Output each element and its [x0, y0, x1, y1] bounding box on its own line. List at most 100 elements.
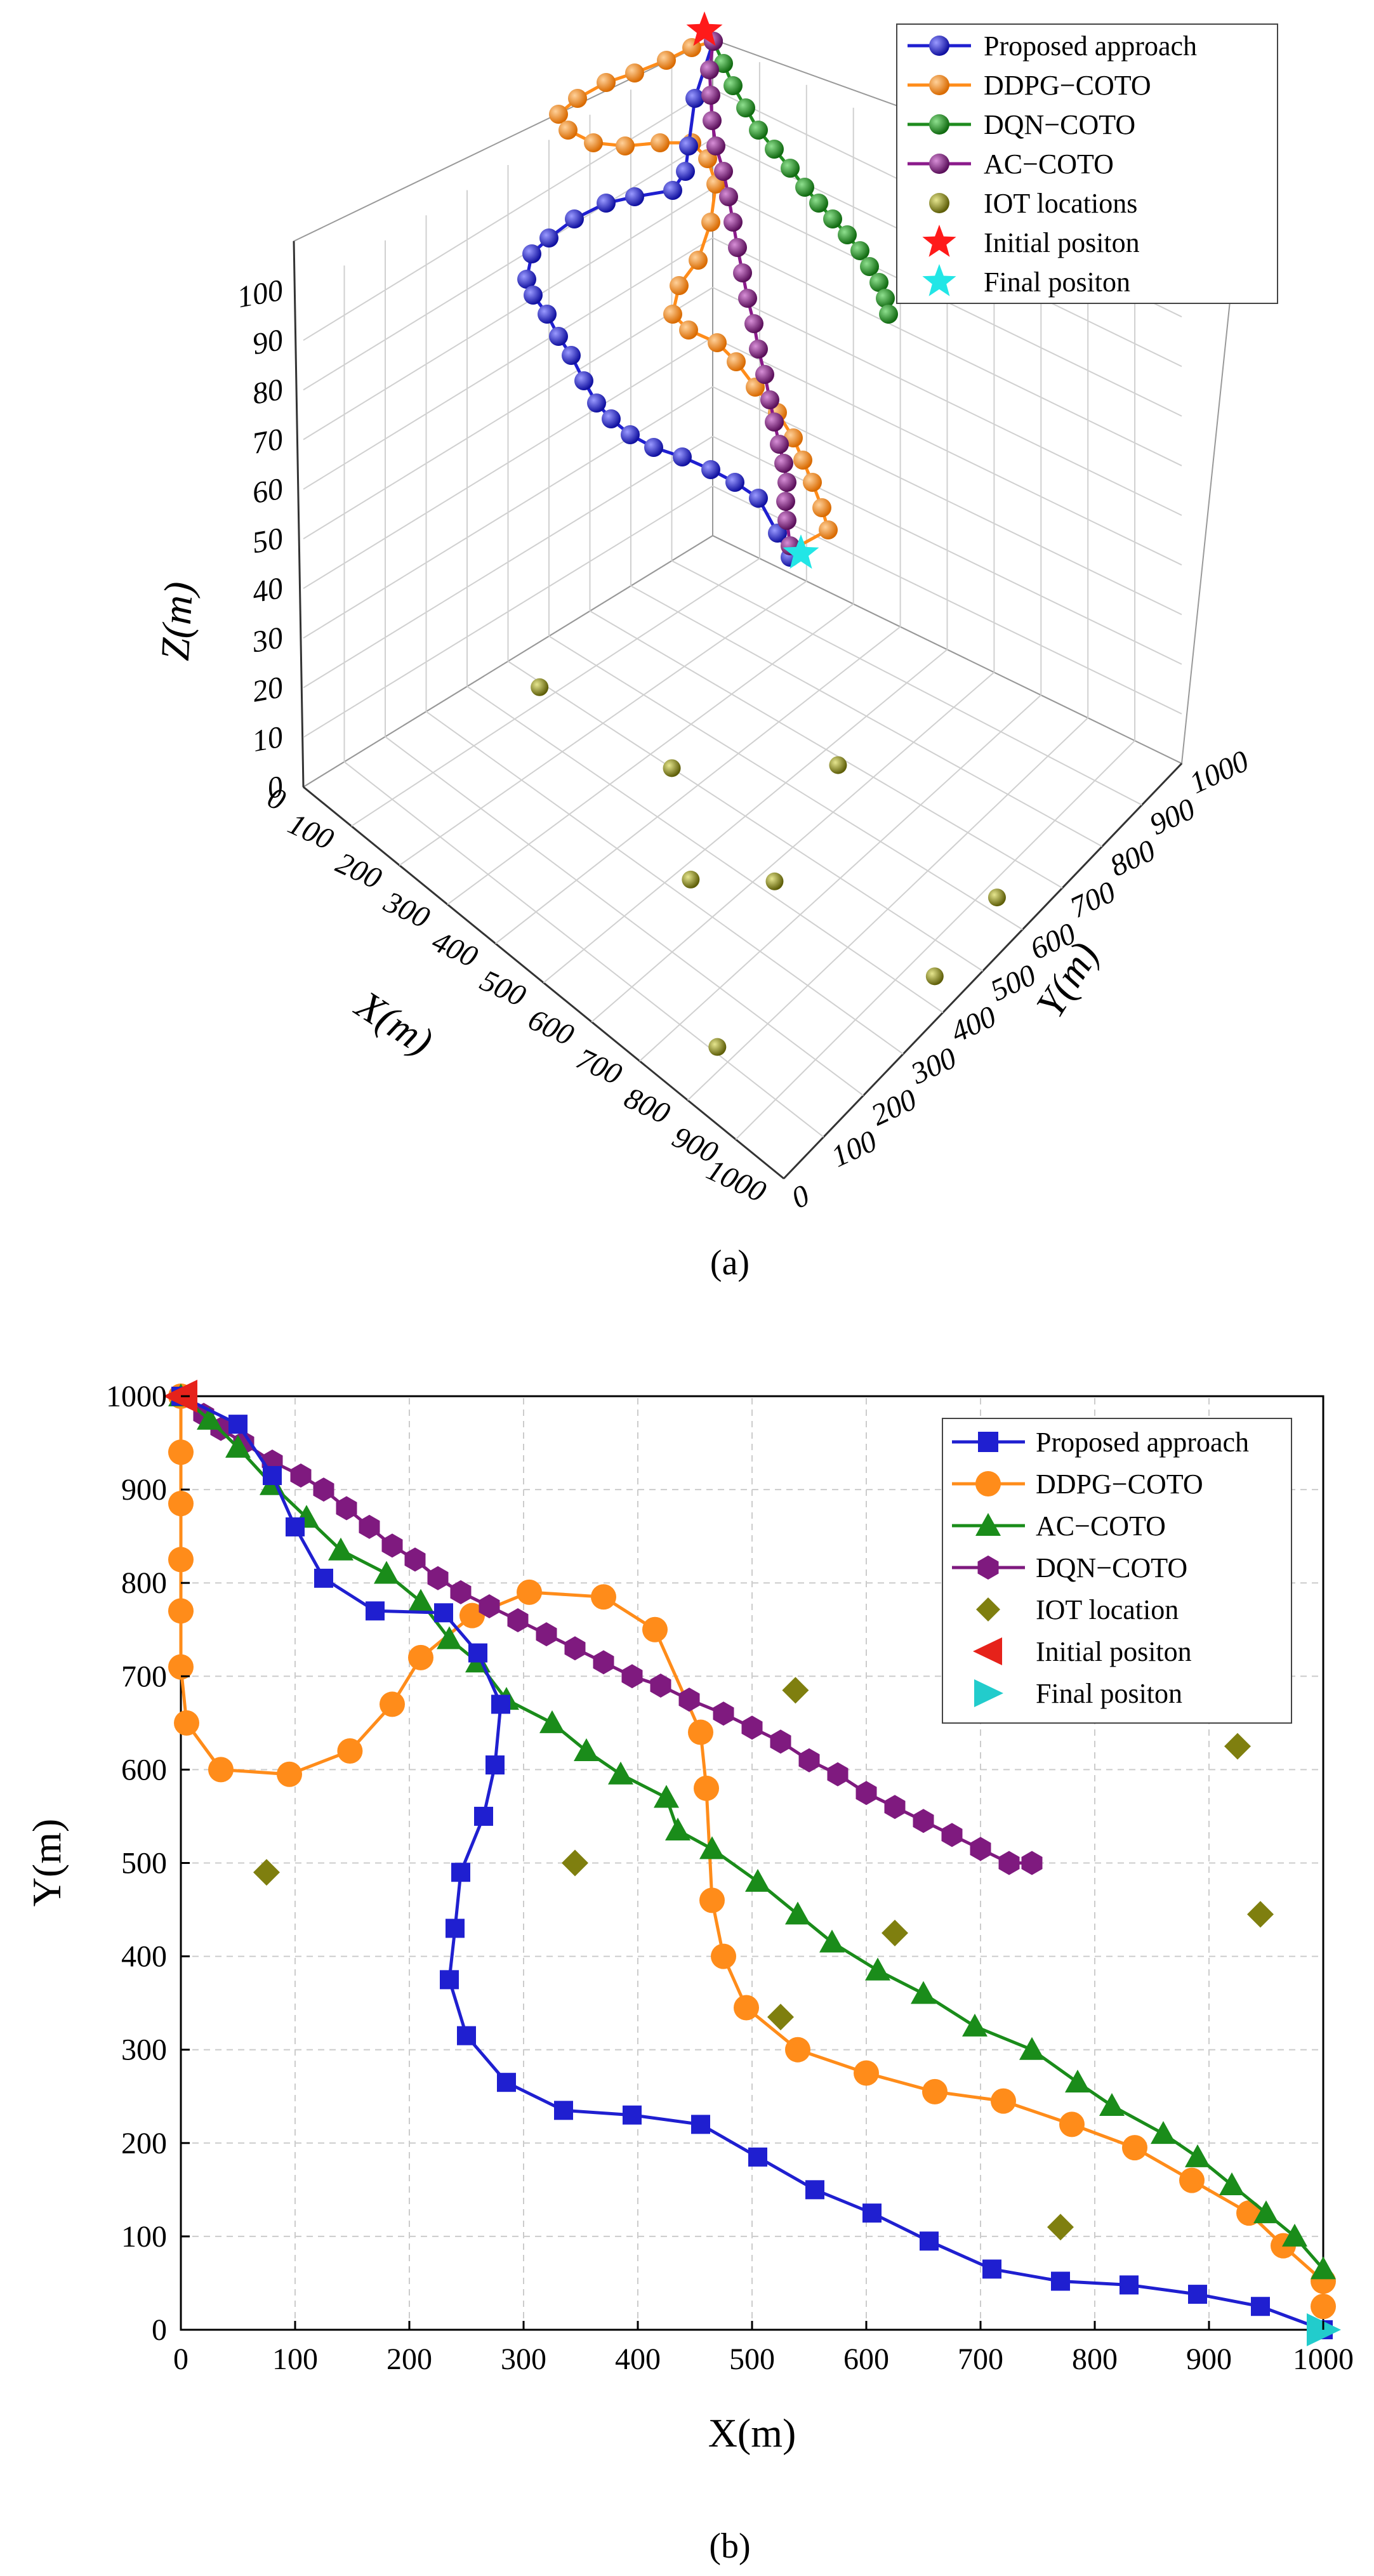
- series-point-2d: [608, 1761, 633, 1785]
- z-axis-label-3d: Z(m): [152, 581, 201, 662]
- iot-location-3d: [682, 870, 700, 888]
- series-point-3d: [673, 447, 692, 466]
- legend-marker: [922, 264, 956, 296]
- x-axis-label-2d: X(m): [708, 2410, 796, 2455]
- trajectories-2d: [163, 1380, 1341, 2346]
- iot-location-3d: [708, 1038, 727, 1056]
- series-point-2d: [827, 1762, 849, 1787]
- series-point-3d: [809, 194, 828, 213]
- series-point-2d: [785, 1901, 810, 1925]
- series-point-3d: [644, 438, 663, 457]
- series-point-3d: [657, 51, 676, 70]
- series-point-2d: [982, 2259, 1001, 2279]
- y-tick-label-2d: 400: [121, 1940, 167, 1974]
- series-point-2d: [554, 2101, 573, 2120]
- iot-location-3d: [829, 756, 847, 774]
- series-point-3d: [663, 305, 682, 324]
- series-point-2d: [741, 1715, 763, 1740]
- series-point-2d: [536, 1622, 557, 1647]
- series-point-3d: [538, 305, 557, 324]
- series-point-3d: [838, 225, 857, 244]
- series-point-2d: [225, 1434, 251, 1458]
- series-point-2d: [854, 2060, 879, 2086]
- legend-3d-entry: DQN−COTO: [908, 109, 1135, 140]
- iot-location-2d: [767, 2004, 794, 2031]
- series-point-3d: [584, 133, 603, 152]
- z-tick-label-3d: 90: [249, 323, 285, 362]
- iot-location-2d: [782, 1677, 809, 1704]
- series-point-3d: [749, 489, 768, 508]
- iot-location-2d: [253, 1859, 280, 1886]
- series-point-3d: [549, 327, 568, 346]
- series-point-2d: [381, 1533, 403, 1558]
- series-point-3d: [744, 314, 763, 333]
- grid-line: [548, 635, 1023, 930]
- series-point-2d: [374, 1561, 399, 1584]
- iot-location-3d: [925, 967, 944, 986]
- legend-3d-label: DQN−COTO: [984, 109, 1135, 140]
- series-point-2d: [745, 1868, 770, 1892]
- x-tick-label-2d: 800: [1072, 2342, 1118, 2376]
- series-point-2d: [688, 1719, 713, 1745]
- series-point-2d: [991, 2088, 1016, 2114]
- iot-location-3d: [988, 888, 1006, 907]
- series-point-3d: [689, 251, 708, 270]
- series-point-2d: [359, 1514, 380, 1539]
- series-point-2d: [591, 1584, 616, 1610]
- final-position-star: [783, 534, 819, 569]
- legend-marker: [977, 1556, 999, 1580]
- iot-locations-2d: [253, 1677, 1274, 2241]
- series-point-3d: [625, 63, 644, 83]
- y-tick-label-2d: 0: [152, 2313, 167, 2347]
- grid-line: [303, 88, 713, 341]
- series-point-3d: [676, 162, 695, 181]
- legend-2d-entry: Final positon: [974, 1678, 1182, 1709]
- series-point-2d: [962, 2013, 988, 2037]
- series-point-3d: [558, 121, 578, 140]
- z-tick-label-3d: 40: [249, 571, 285, 610]
- iot-location-3d: [531, 678, 549, 696]
- series-point-2d: [623, 2105, 642, 2125]
- y-axis-label-2d: Y(m): [24, 1819, 69, 1907]
- series-point-2d: [539, 1710, 565, 1733]
- series-point-2d: [168, 1547, 194, 1573]
- series-point-2d: [691, 2115, 710, 2134]
- series-point-3d: [736, 98, 755, 117]
- series-point-3d: [723, 76, 743, 95]
- grid-line: [303, 187, 713, 440]
- start-end-markers-3d: [686, 11, 819, 569]
- grid-line: [303, 485, 713, 738]
- series-point-3d: [869, 273, 888, 292]
- series-point-3d: [860, 257, 879, 276]
- z-tick-label-3d: 100: [235, 274, 286, 315]
- series-point-2d: [168, 1654, 194, 1680]
- caption-b: (b): [709, 2526, 750, 2566]
- x-tick-label-2d: 1000: [1293, 2342, 1354, 2376]
- legend-2d-entry: Proposed approach: [952, 1427, 1249, 1458]
- series-point-2d: [941, 1823, 963, 1847]
- y-tick-label-3d: 200: [866, 1083, 922, 1132]
- series-point-2d: [998, 1851, 1020, 1875]
- legend-marker: [929, 36, 949, 56]
- series-point-3d: [549, 105, 568, 124]
- series-point-2d: [1051, 2271, 1070, 2291]
- series-point-2d: [290, 1463, 312, 1488]
- grid-line: [735, 740, 1135, 1140]
- legend-3d-entry: AC−COTO: [908, 149, 1114, 180]
- series-point-3d: [725, 473, 744, 492]
- legend-marker: [975, 1513, 1001, 1536]
- series-point-2d: [517, 1579, 542, 1605]
- series-point-3d: [539, 228, 558, 248]
- legend-marker: [975, 1471, 1001, 1496]
- x-tick-label-3d: 300: [378, 885, 435, 935]
- x-tick-label-2d: 600: [843, 2342, 889, 2376]
- legend-marker: [929, 114, 949, 135]
- grid-line: [507, 661, 984, 972]
- initial-position-marker: [163, 1380, 197, 1413]
- series-point-3d: [812, 498, 831, 517]
- legend-2d-label: DDPG−COTO: [1036, 1469, 1203, 1500]
- series-point-2d: [208, 1757, 234, 1783]
- legend-3d-label: Final positon: [984, 267, 1130, 298]
- series-point-2d: [497, 2073, 516, 2092]
- grid-line: [712, 386, 1182, 616]
